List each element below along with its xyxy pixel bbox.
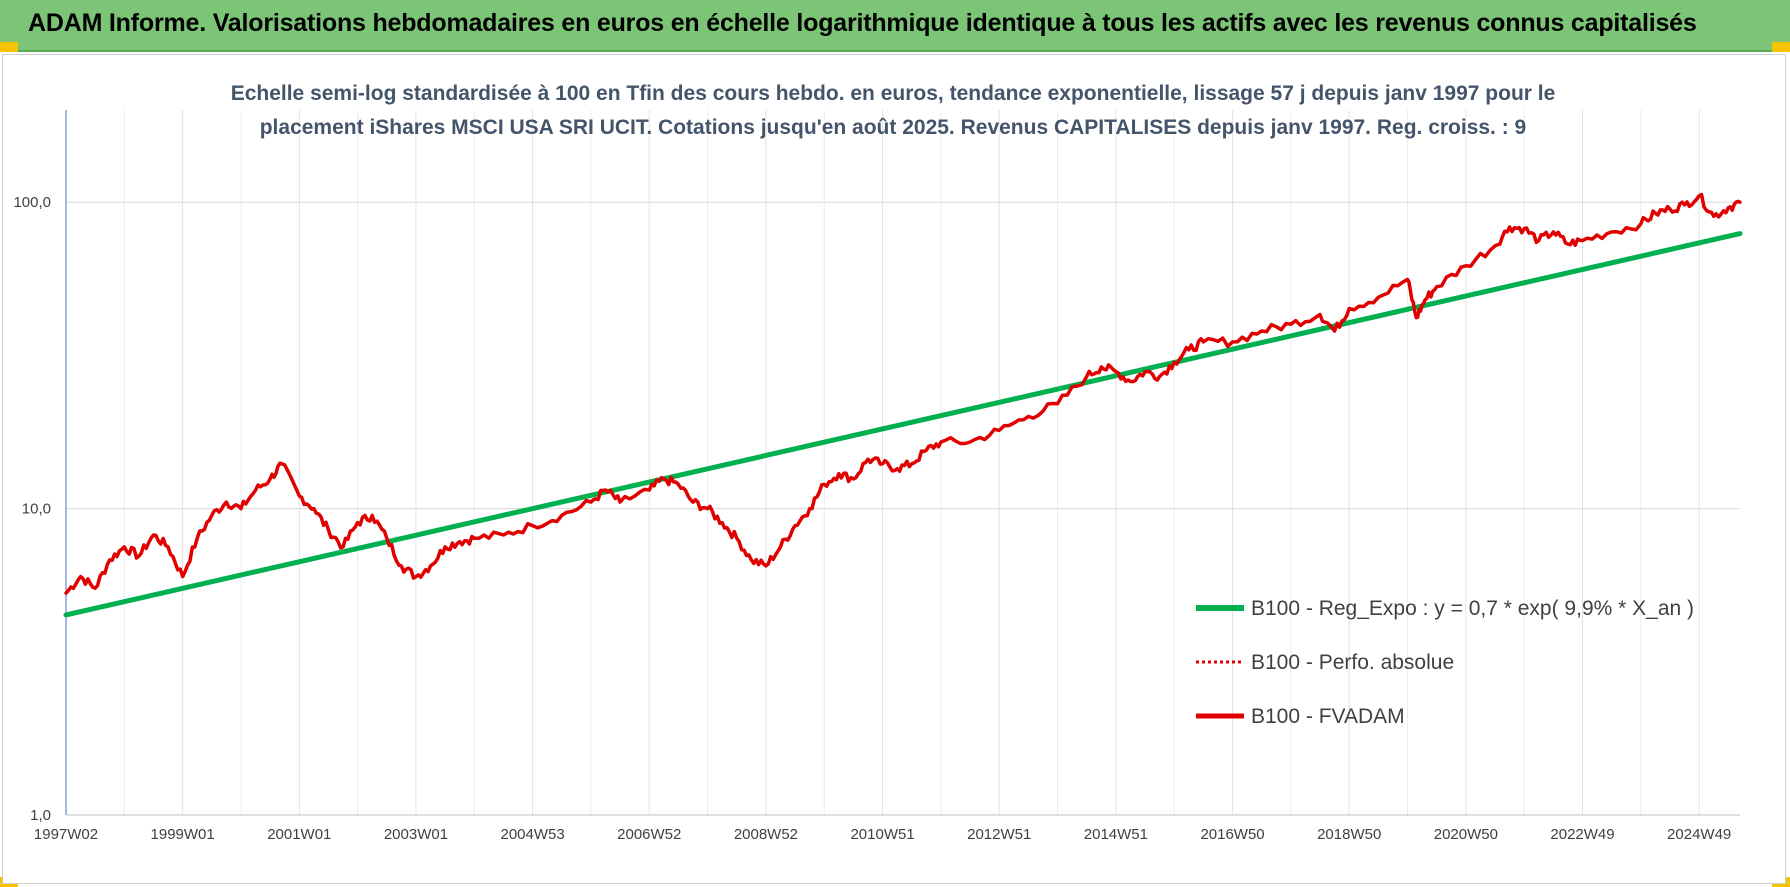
legend: B100 - Reg_Expo : y = 0,7 * exp( 9,9% * … <box>1196 597 1694 728</box>
x-tick-label: 2014W51 <box>1084 826 1148 843</box>
x-tick-label: 2006W52 <box>617 826 681 843</box>
corner-marker-left <box>0 42 18 52</box>
header-banner: ADAM Informe. Valorisations hebdomadaire… <box>0 0 1790 52</box>
banner-title: ADAM Informe. Valorisations hebdomadaire… <box>28 9 1697 37</box>
x-tick-label: 2010W51 <box>850 826 914 843</box>
y-tick-label: 10,0 <box>22 501 51 518</box>
legend-entry-reg-expo-label: B100 - Reg_Expo : y = 0,7 * exp( 9,9% * … <box>1251 597 1694 620</box>
chart-title-line-2: placement iShares MSCI USA SRI UCIT. Cot… <box>260 116 1527 139</box>
x-tick-label: 2012W51 <box>967 826 1031 843</box>
chart-title-line-1: Echelle semi-log standardisée à 100 en T… <box>231 82 1556 105</box>
y-tick-labels: 1,0 10,0 100,0 <box>13 194 51 824</box>
x-tick-label: 2022W49 <box>1550 826 1614 843</box>
corner-marker-right <box>1772 42 1790 52</box>
x-tick-label: 2004W53 <box>501 826 565 843</box>
x-tick-label: 2024W49 <box>1667 826 1731 843</box>
series-group <box>63 192 1743 618</box>
y-tick-label: 100,0 <box>13 194 51 211</box>
series-line-fvadam <box>64 192 1742 595</box>
x-tick-label: 2016W50 <box>1200 826 1264 843</box>
x-tick-label: 2008W52 <box>734 826 798 843</box>
x-tick-label: 2020W50 <box>1434 826 1498 843</box>
x-tick-label: 2003W01 <box>384 826 448 843</box>
x-tick-labels: 1997W02 1999W01 2001W01 2003W01 2004W53 2006W… <box>34 826 1731 843</box>
y-tick-label: 1,0 <box>30 807 51 824</box>
grid <box>65 110 1740 816</box>
legend-entry-fvadam-label: B100 - FVADAM <box>1251 705 1405 728</box>
x-tick-label: 2018W50 <box>1317 826 1381 843</box>
legend-entry-perfo-absolue-label: B100 - Perfo. absolue <box>1251 651 1454 674</box>
x-tick-label: 1999W01 <box>151 826 215 843</box>
x-tick-label: 2001W01 <box>267 826 331 843</box>
series-line-reg-expo <box>63 231 1743 618</box>
x-tick-label: 1997W02 <box>34 826 98 843</box>
